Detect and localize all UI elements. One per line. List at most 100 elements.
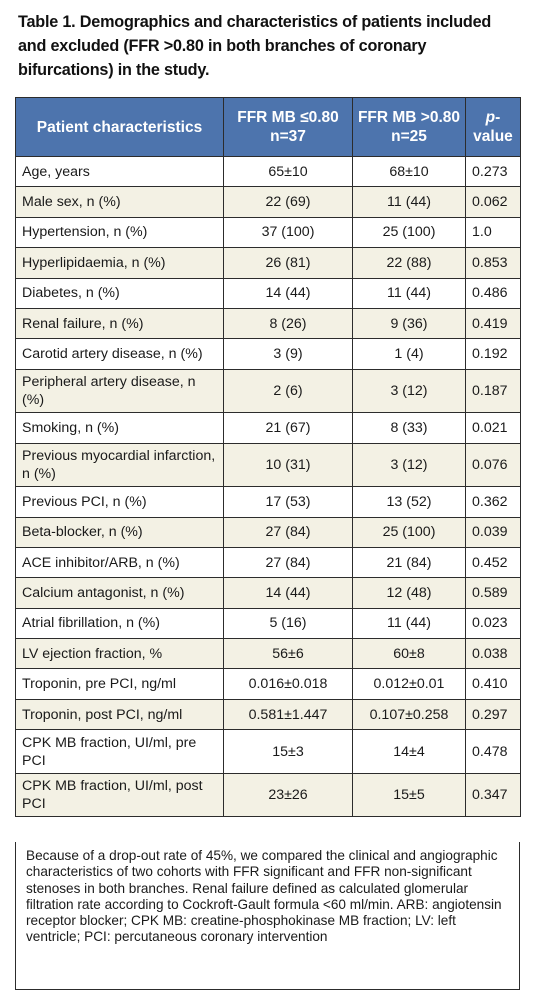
header-ffr-high: FFR MB >0.80 n=25	[352, 97, 466, 157]
table-footnote: Because of a drop-out rate of 45%, we co…	[15, 842, 520, 990]
ffr-low-value-cell: 23±26	[223, 772, 353, 818]
row-label-cell: Previous myocardial infarction, n (%)	[15, 442, 224, 488]
p-value-cell: 0.062	[465, 186, 521, 218]
table-row: Beta-blocker, n (%) 27 (84) 25 (100) 0.039	[15, 516, 521, 548]
table-row: Age, years 65±10 68±10 0.273	[15, 155, 521, 188]
ffr-low-value-cell: 56±6	[223, 638, 353, 670]
row-label-cell: LV ejection fraction, %	[15, 638, 224, 670]
table-row: Male sex, n (%) 22 (69) 11 (44) 0.062	[15, 186, 521, 218]
table-row: Previous myocardial infarction, n (%) 10 …	[15, 442, 521, 488]
ffr-low-value-cell: 2 (6)	[223, 368, 353, 414]
row-label-cell: Troponin, pre PCI, ng/ml	[15, 668, 224, 700]
p-value-cell: 0.347	[465, 772, 521, 818]
table-caption: Table 1. Demographics and characteristic…	[18, 13, 492, 79]
header-p-rest: -value	[473, 109, 513, 145]
row-label-cell: Peripheral artery disease, n (%)	[15, 368, 224, 414]
row-label-cell: CPK MB fraction, UI/ml, post PCI	[15, 772, 224, 818]
ffr-low-value-cell: 37 (100)	[223, 216, 353, 249]
ffr-high-value-cell: 12 (48)	[352, 577, 466, 609]
ffr-low-value-cell: 15±3	[223, 729, 353, 774]
ffr-high-value-cell: 68±10	[352, 155, 466, 188]
p-value-cell: 0.452	[465, 546, 521, 579]
table-row: LV ejection fraction, % 56±6 60±8 0.038	[15, 638, 521, 670]
ffr-low-value-cell: 8 (26)	[223, 307, 353, 340]
table-row: ACE inhibitor/ARB, n (%) 27 (84) 21 (84) 0.…	[15, 546, 521, 579]
header-p-italic: p	[485, 109, 496, 126]
patient-characteristics-table: Patient characteristics FFR MB ≤0.80 n=3…	[15, 97, 521, 818]
ffr-low-value-cell: 10 (31)	[223, 442, 353, 488]
ffr-high-value-cell: 1 (4)	[352, 338, 466, 370]
header-ffr-low: FFR MB ≤0.80 n=37	[223, 97, 353, 157]
row-label-cell: Renal failure, n (%)	[15, 307, 224, 340]
ffr-high-value-cell: 9 (36)	[352, 307, 466, 340]
header-ffr-low-line1: FFR MB ≤0.80	[237, 109, 339, 126]
table-header: Patient characteristics FFR MB ≤0.80 n=3…	[15, 97, 521, 157]
row-label-cell: Troponin, post PCI, ng/ml	[15, 698, 224, 731]
header-ffr-high-line2: n=25	[391, 128, 427, 145]
ffr-low-value-cell: 65±10	[223, 155, 353, 188]
p-value-cell: 0.297	[465, 698, 521, 731]
ffr-low-value-cell: 21 (67)	[223, 412, 353, 444]
row-label-cell: Smoking, n (%)	[15, 412, 224, 444]
ffr-low-value-cell: 26 (81)	[223, 247, 353, 279]
header-row: Patient characteristics FFR MB ≤0.80 n=3…	[15, 97, 521, 157]
ffr-high-value-cell: 15±5	[352, 772, 466, 818]
table-row: Renal failure, n (%) 8 (26) 9 (36) 0.419	[15, 307, 521, 340]
table-row: Calcium antagonist, n (%) 14 (44) 12 (48) 0…	[15, 577, 521, 609]
ffr-low-value-cell: 14 (44)	[223, 577, 353, 609]
table-row: CPK MB fraction, UI/ml, post PCI 23±26 15±…	[15, 772, 521, 818]
ffr-high-value-cell: 14±4	[352, 729, 466, 774]
row-label-cell: CPK MB fraction, UI/ml, pre PCI	[15, 729, 224, 774]
p-value-cell: 0.187	[465, 368, 521, 414]
ffr-low-value-cell: 22 (69)	[223, 186, 353, 218]
ffr-high-value-cell: 22 (88)	[352, 247, 466, 279]
ffr-high-value-cell: 8 (33)	[352, 412, 466, 444]
header-patient-characteristics: Patient characteristics	[15, 97, 224, 157]
ffr-high-value-cell: 0.012±0.01	[352, 668, 466, 700]
row-label-cell: Previous PCI, n (%)	[15, 486, 224, 518]
ffr-low-value-cell: 0.016±0.018	[223, 668, 353, 700]
table-row: Peripheral artery disease, n (%) 2 (6) 3 (…	[15, 368, 521, 414]
ffr-low-value-cell: 17 (53)	[223, 486, 353, 518]
ffr-high-value-cell: 21 (84)	[352, 546, 466, 579]
table-row: Atrial fibrillation, n (%) 5 (16) 11 (44) 0…	[15, 607, 521, 640]
p-value-cell: 0.486	[465, 277, 521, 309]
row-label-cell: Diabetes, n (%)	[15, 277, 224, 309]
row-label-cell: Calcium antagonist, n (%)	[15, 577, 224, 609]
ffr-high-value-cell: 3 (12)	[352, 442, 466, 488]
ffr-high-value-cell: 13 (52)	[352, 486, 466, 518]
table-row: Troponin, post PCI, ng/ml 0.581±1.447 0.10…	[15, 698, 521, 731]
row-label-cell: Beta-blocker, n (%)	[15, 516, 224, 548]
ffr-high-value-cell: 0.107±0.258	[352, 698, 466, 731]
table-row: Hyperlipidaemia, n (%) 26 (81) 22 (88) 0.85…	[15, 247, 521, 279]
ffr-low-value-cell: 27 (84)	[223, 546, 353, 579]
ffr-high-value-cell: 11 (44)	[352, 607, 466, 640]
row-label-cell: Atrial fibrillation, n (%)	[15, 607, 224, 640]
ffr-low-value-cell: 14 (44)	[223, 277, 353, 309]
ffr-low-value-cell: 3 (9)	[223, 338, 353, 370]
p-value-cell: 0.410	[465, 668, 521, 700]
ffr-high-value-cell: 60±8	[352, 638, 466, 670]
table-row: Carotid artery disease, n (%) 3 (9) 1 (4) 0…	[15, 338, 521, 370]
p-value-cell: 0.478	[465, 729, 521, 774]
ffr-high-value-cell: 11 (44)	[352, 277, 466, 309]
p-value-cell: 0.023	[465, 607, 521, 640]
p-value-cell: 0.853	[465, 247, 521, 279]
p-value-cell: 0.021	[465, 412, 521, 444]
row-label-cell: Hyperlipidaemia, n (%)	[15, 247, 224, 279]
p-value-cell: 1.0	[465, 216, 521, 249]
p-value-cell: 0.038	[465, 638, 521, 670]
table-row: Hypertension, n (%) 37 (100) 25 (100) 1.0	[15, 216, 521, 249]
row-label-cell: Age, years	[15, 155, 224, 188]
p-value-cell: 0.192	[465, 338, 521, 370]
p-value-cell: 0.076	[465, 442, 521, 488]
table-row: Smoking, n (%) 21 (67) 8 (33) 0.021	[15, 412, 521, 444]
ffr-high-value-cell: 25 (100)	[352, 516, 466, 548]
ffr-low-value-cell: 27 (84)	[223, 516, 353, 548]
p-value-cell: 0.589	[465, 577, 521, 609]
table-row: Previous PCI, n (%) 17 (53) 13 (52) 0.362	[15, 486, 521, 518]
row-label-cell: ACE inhibitor/ARB, n (%)	[15, 546, 224, 579]
p-value-cell: 0.273	[465, 155, 521, 188]
ffr-high-value-cell: 25 (100)	[352, 216, 466, 249]
